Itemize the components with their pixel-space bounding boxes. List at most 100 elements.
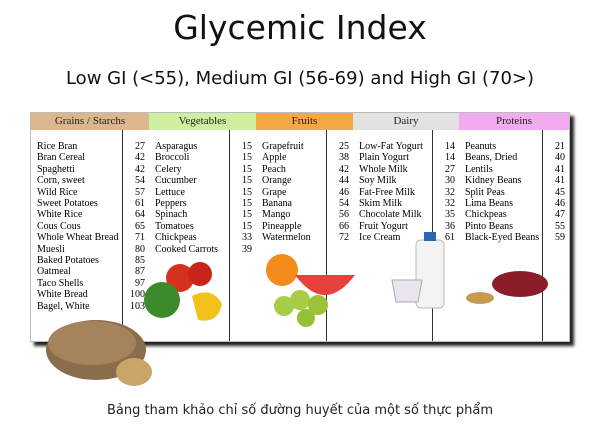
row: Pineapple 66	[256, 221, 353, 232]
food-name: Baked Potatoes	[37, 255, 99, 267]
row: Watermelon 72	[256, 232, 353, 243]
gi-value: 65	[135, 220, 145, 232]
gi-value: 85	[135, 255, 145, 267]
row: Sweet Potatoes 61	[31, 198, 149, 209]
row: Black-Eyed Beans 59	[459, 232, 569, 243]
gi-table: Grains / Starchs Rice Bran 27 Bran Cereal 42…	[30, 112, 570, 342]
caption: Bảng tham khảo chỉ số đường huyết của mộ…	[106, 403, 494, 418]
row: Cous Cous 65	[31, 221, 149, 232]
row: Bran Cereal 42	[31, 152, 149, 163]
column-header: Grains / Starchs	[31, 113, 149, 130]
row: Tomatoes 15	[149, 221, 256, 232]
row: Spinach 15	[149, 209, 256, 220]
food-name: Asparagus	[155, 141, 198, 152]
row: Chocolate Milk 35	[353, 209, 459, 220]
food-name: Corn, sweet	[37, 175, 85, 187]
food-name: Black-Eyed Beans	[465, 232, 540, 244]
food-name: Grape	[262, 186, 287, 198]
gi-value: 38	[339, 152, 349, 164]
column-body: Peanuts 21 Beans, Dried 40 Lentils 41 Kidney B…	[459, 130, 569, 341]
gi-value: 41	[555, 175, 565, 187]
food-name: Broccoli	[155, 152, 190, 164]
column: Grains / Starchs Rice Bran 27 Bran Cereal 42…	[31, 113, 149, 341]
food-name: Taco Shells	[37, 277, 84, 289]
gi-value: 15	[242, 141, 252, 152]
row: Asparagus 15	[149, 141, 256, 152]
gi-value: 54	[339, 198, 349, 210]
column-header: Dairy	[353, 113, 459, 130]
food-name: Whole Wheat Bread	[37, 232, 119, 244]
row: Whole Wheat Bread 71	[31, 232, 149, 243]
row: White Bread 100	[31, 289, 149, 300]
row: Spaghetti 42	[31, 164, 149, 175]
separator	[326, 130, 327, 341]
row: Corn, sweet 54	[31, 175, 149, 186]
row: Peach 42	[256, 164, 353, 175]
gi-value: 15	[242, 163, 252, 175]
food-name: Pineapple	[262, 220, 302, 232]
gi-value: 15	[242, 220, 252, 232]
food-name: Grapefruit	[262, 141, 304, 152]
row: Fat-Free Milk 32	[353, 187, 459, 198]
gi-value: 56	[339, 209, 349, 221]
row: Chickpeas 47	[459, 209, 569, 220]
gi-value: 15	[242, 209, 252, 221]
gi-value: 15	[242, 198, 252, 210]
row: Whole Milk 27	[353, 164, 459, 175]
gi-value: 64	[135, 209, 145, 221]
separator	[432, 130, 433, 341]
food-name: Chickpeas	[465, 209, 507, 221]
title: Glycemic Index	[173, 8, 427, 47]
food-name: Wild Rice	[37, 186, 78, 198]
gi-value: 41	[555, 163, 565, 175]
gi-value: 14	[445, 141, 455, 152]
row: Banana 54	[256, 198, 353, 209]
food-name: Plain Yogurt	[359, 152, 410, 164]
row: Baked Potatoes 85	[31, 255, 149, 266]
food-name: Celery	[155, 163, 182, 175]
food-name: Pinto Beans	[465, 220, 514, 232]
gi-value: 36	[445, 220, 455, 232]
food-name: Lima Beans	[465, 198, 514, 210]
gi-value: 47	[555, 209, 565, 221]
separator	[122, 130, 123, 341]
row: Celery 15	[149, 164, 256, 175]
row: Peanuts 21	[459, 141, 569, 152]
column: Dairy Low-Fat Yogurt 14 Plain Yogurt 14 Whole…	[353, 113, 459, 341]
row: Split Peas 45	[459, 187, 569, 198]
food-name: Whole Milk	[359, 163, 408, 175]
column: Fruits Grapefruit 25 Apple 38 Peach 42 Orange 44…	[256, 113, 353, 341]
food-name: Peanuts	[465, 141, 497, 152]
food-name: Lettuce	[155, 186, 185, 198]
gi-value: 44	[339, 175, 349, 187]
row: Oatmeal 87	[31, 266, 149, 277]
column-header: Fruits	[256, 113, 353, 130]
food-name: Split Peas	[465, 186, 505, 198]
separator	[229, 130, 230, 341]
food-name: Cucumber	[155, 175, 197, 187]
gi-value: 42	[135, 163, 145, 175]
gi-value: 30	[445, 175, 455, 187]
row: Bagel, White 103	[31, 301, 149, 312]
food-name: Mango	[262, 209, 291, 221]
gi-value: 87	[135, 266, 145, 278]
row: Taco Shells 97	[31, 278, 149, 289]
food-name: Sweet Potatoes	[37, 198, 98, 210]
food-name: Spaghetti	[37, 163, 75, 175]
food-name: Chickpeas	[155, 232, 197, 244]
column-body: Low-Fat Yogurt 14 Plain Yogurt 14 Whole Milk…	[353, 130, 459, 341]
food-name: Kidney Beans	[465, 175, 522, 187]
food-name: Peppers	[155, 198, 187, 210]
food-name: Banana	[262, 198, 292, 210]
food-name: Cooked Carrots	[155, 243, 219, 255]
row: Beans, Dried 40	[459, 152, 569, 163]
subtitle: Low GI (<55), Medium GI (56-69) and High…	[65, 68, 535, 89]
food-name: Skim Milk	[359, 198, 403, 210]
gi-value: 15	[242, 152, 252, 164]
food-name: Orange	[262, 175, 292, 187]
food-name: Ice Cream	[359, 232, 401, 244]
gi-value: 97	[135, 277, 145, 289]
food-name: Tomatoes	[155, 220, 194, 232]
gi-value: 39	[242, 243, 252, 255]
